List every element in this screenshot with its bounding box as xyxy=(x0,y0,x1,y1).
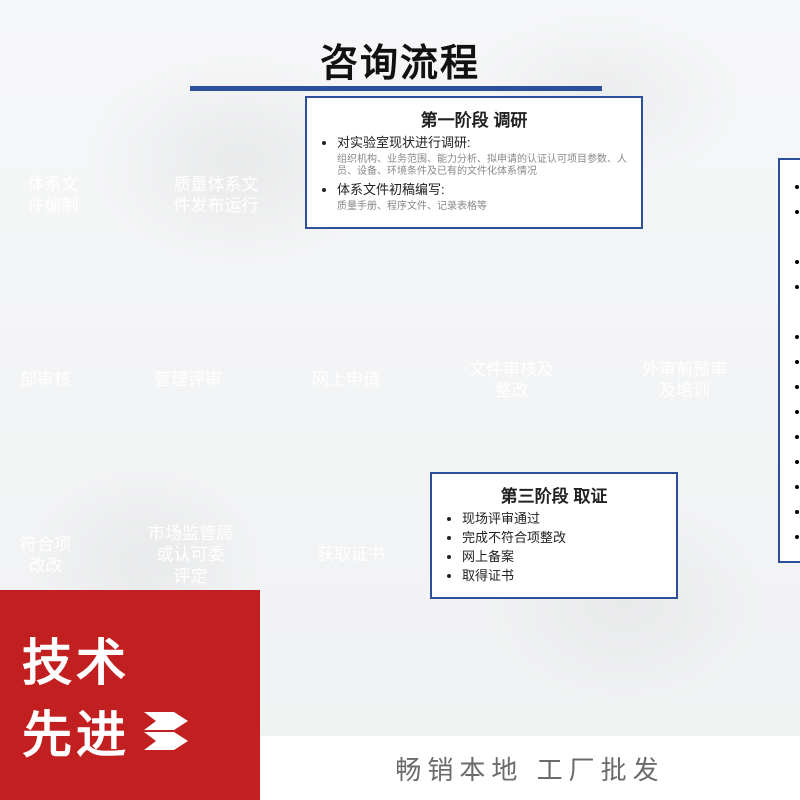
title-underline xyxy=(190,86,602,91)
flow-step-label: 外审前预审 及培训 xyxy=(642,359,727,402)
callout-phase1-title: 第一阶段 调研 xyxy=(319,106,629,131)
flow-step-label: 符合项 改改 xyxy=(20,534,71,577)
bottom-bar: 畅销本地 工厂批发 xyxy=(260,736,800,800)
bottom-bar-text: 畅销本地 工厂批发 xyxy=(395,750,664,787)
badge-line2: 先进 xyxy=(22,695,130,767)
flow-step-label: 文件审核及 整改 xyxy=(469,359,554,402)
callout-phase3-item: 网上备案 xyxy=(462,549,664,566)
callout-phase3-item: 现场评审通过 xyxy=(462,511,664,528)
callout-item-sub: 组织机构、业务范围、能力分析、拟申请的认证认可项目参数、人员、设备、环境条件及已… xyxy=(337,154,629,178)
flow-step: 符合项 改改 xyxy=(0,510,105,600)
callout-phase3-list: 现场评审通过 完成不符合项整改 网上备案 取得证书 xyxy=(444,511,664,585)
badge-line2-wrap: 先进 xyxy=(22,695,260,767)
callout-item-sub: 质量手册、程序文件、记录表格等 xyxy=(337,201,629,213)
flow-step: 部审核 xyxy=(0,335,105,425)
flow-step: 外审前预审 及培训 xyxy=(589,335,764,425)
flow-step-label: 获取证书 xyxy=(317,544,385,565)
flow-step-label: 质量体系文 件发布运行 xyxy=(174,174,259,217)
flow-step: 获取证书 xyxy=(263,510,423,600)
flow-step-label: 部审核 xyxy=(20,369,71,390)
callout-phase3-title: 第三阶段 取证 xyxy=(444,482,664,507)
flow-step: 网上申请 xyxy=(258,335,418,425)
badge-line1: 技术 xyxy=(22,623,260,695)
flow-step-label: 网上申请 xyxy=(312,369,380,390)
page-title: 咨询流程 xyxy=(0,32,800,87)
flow-step: 管理评审 xyxy=(100,335,260,425)
callout-phase1-list: 对实验室现状进行调研: 组织机构、业务范围、能力分析、拟申请的认证认可项目参数、… xyxy=(319,135,629,213)
badge-arrows-icon xyxy=(144,712,188,750)
callout-item-text: 对实验室现状进行调研: xyxy=(337,135,471,150)
flow-step: 体系文 件编制 xyxy=(0,150,120,240)
callout-item-text: 体系文件初稿编写: xyxy=(337,182,445,197)
callout-phase1: 第一阶段 调研 对实验室现状进行调研: 组织机构、业务范围、能力分析、拟申请的认… xyxy=(305,96,643,229)
flow-step: 市场监管局 或认可委 评定 xyxy=(100,510,265,600)
callout-phase3-item: 完成不符合项整改 xyxy=(462,530,664,547)
callout-phase3: 第三阶段 取证 现场评审通过 完成不符合项整改 网上备案 取得证书 xyxy=(430,472,678,599)
callout-phase1-item: 对实验室现状进行调研: 组织机构、业务范围、能力分析、拟申请的认证认可项目参数、… xyxy=(337,135,629,178)
callout-phase3-item: 取得证书 xyxy=(462,568,664,585)
callout-right-edge: 体 前人 试 第 后期 相 抽 指 填 完 内 管 完 授 现 xyxy=(778,158,800,563)
flow-step: 文件审核及 整改 xyxy=(416,335,591,425)
flow-step-label: 体系文 件编制 xyxy=(28,174,79,217)
flow-step: 质量体系文 件发布运行 xyxy=(118,150,298,240)
flow-step-label: 管理评审 xyxy=(154,369,222,390)
flow-step-label: 市场监管局 或认可委 评定 xyxy=(148,523,233,587)
callout-phase1-item: 体系文件初稿编写: 质量手册、程序文件、记录表格等 xyxy=(337,182,629,213)
badge-red: 技术 先进 xyxy=(0,590,260,800)
